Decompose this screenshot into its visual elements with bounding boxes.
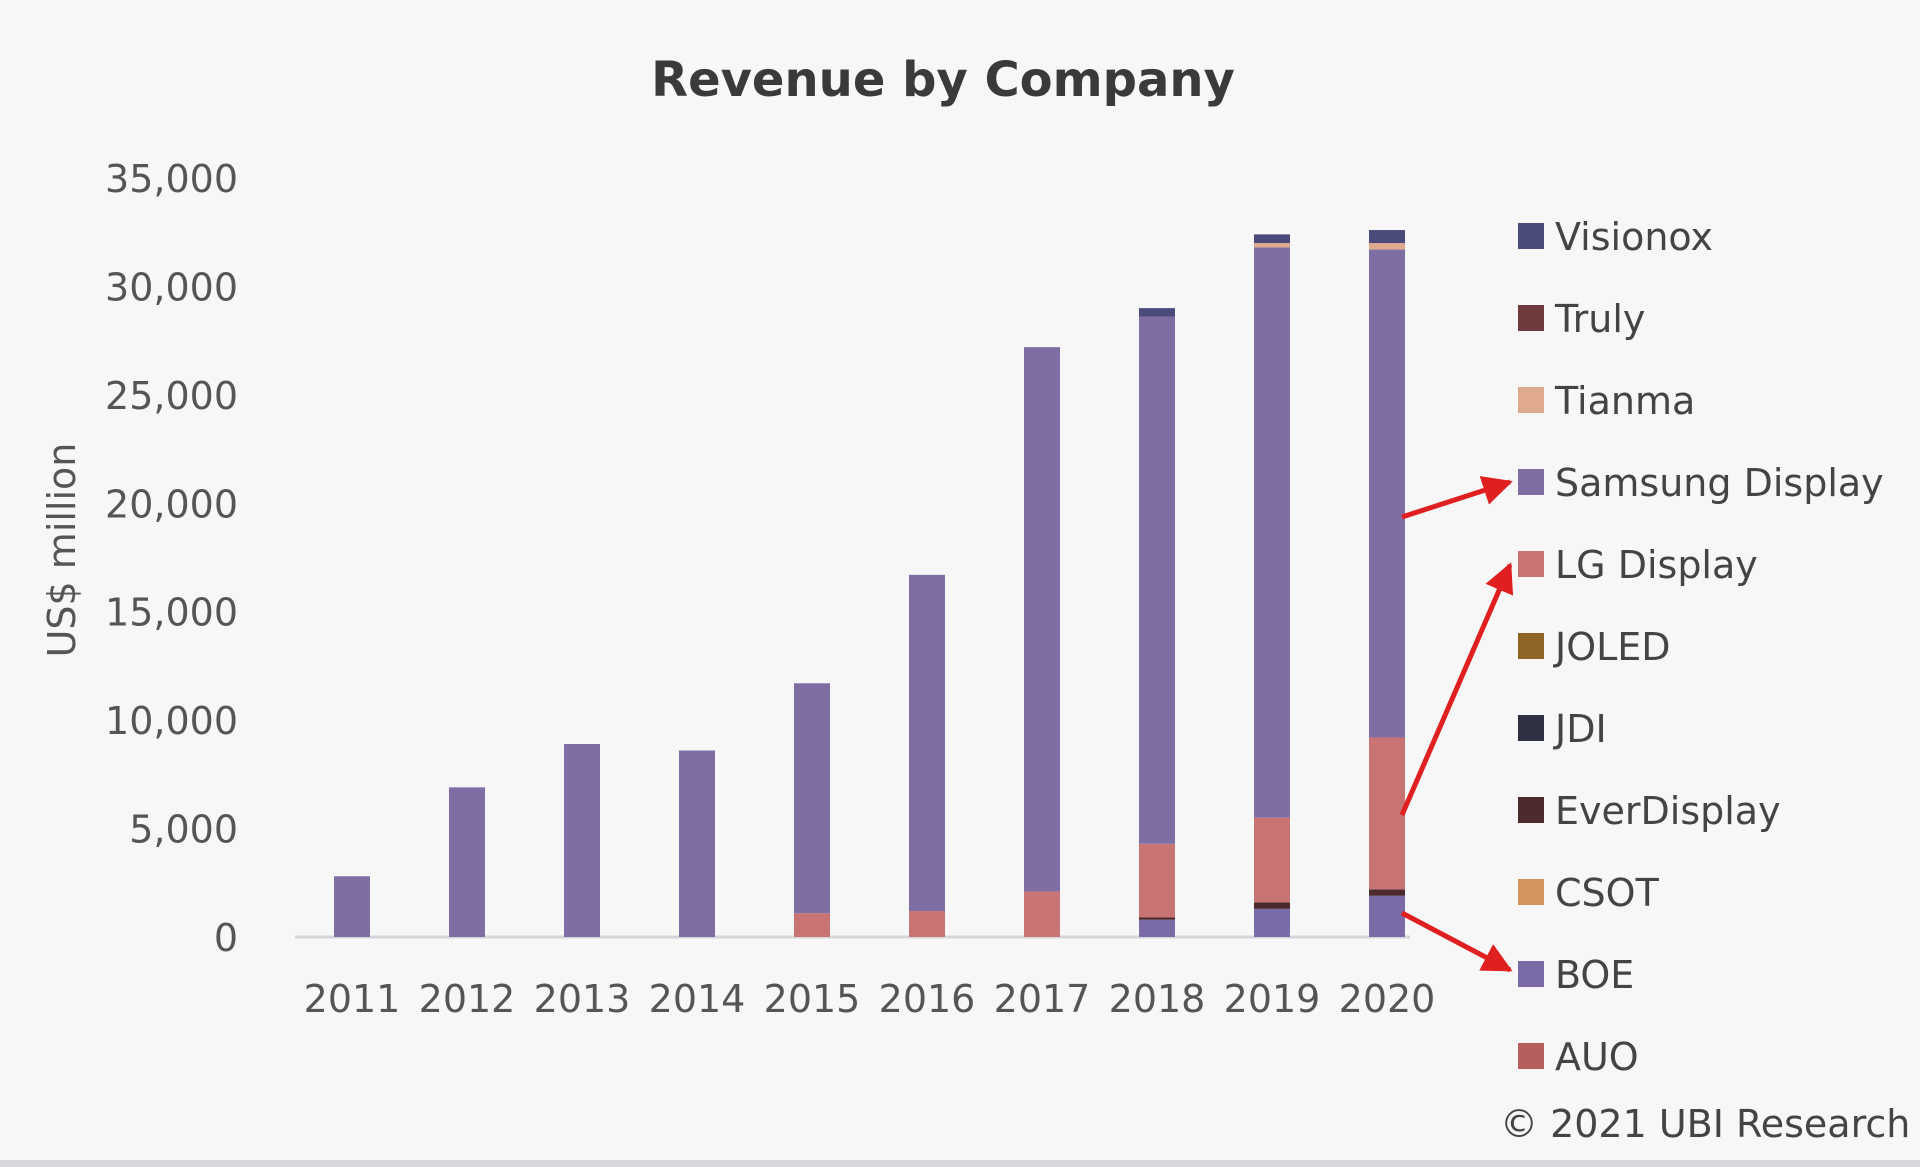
chart-title: Revenue by Company — [651, 52, 1235, 108]
bar-segment-lg-display — [1369, 737, 1405, 890]
y-tick-label: 5,000 — [129, 808, 238, 852]
legend-swatch — [1518, 715, 1544, 741]
bar-segment-visionox — [1139, 308, 1175, 317]
bar-segment-boe — [1139, 919, 1175, 937]
legend-swatch — [1518, 223, 1544, 249]
x-tick-label: 2020 — [1339, 977, 1436, 1021]
bar-segment-samsung-display — [1369, 249, 1405, 738]
x-tick-label: 2018 — [1109, 977, 1206, 1021]
bar-segment-everdisplay — [1369, 889, 1405, 896]
x-tick-label: 2017 — [994, 977, 1091, 1021]
bar-segment-visionox — [1369, 230, 1405, 244]
x-tick-label: 2011 — [304, 977, 401, 1021]
x-tick-label: 2014 — [649, 977, 746, 1021]
legend-label: Samsung Display — [1555, 461, 1884, 505]
x-tick-label: 2012 — [419, 977, 516, 1021]
y-tick-label: 10,000 — [105, 699, 238, 743]
x-tick-label: 2013 — [534, 977, 631, 1021]
bar-segment-everdisplay — [1139, 917, 1175, 920]
legend-label: JDI — [1553, 707, 1607, 751]
legend-swatch — [1518, 961, 1544, 987]
legend-label: AUO — [1555, 1035, 1639, 1079]
legend-item-samsung-display: Samsung Display — [1518, 461, 1884, 505]
x-tick-label: 2016 — [879, 977, 976, 1021]
bar-segment-visionox — [1254, 234, 1290, 244]
legend: Visionox Truly Tianma Samsung Display LG Dis… — [1518, 215, 1884, 1079]
bar-segment-tianma — [1369, 243, 1405, 250]
legend-item-boe: BOE — [1518, 953, 1634, 997]
bar-segment-lg-display — [1254, 817, 1290, 903]
legend-label: Tianma — [1554, 379, 1695, 423]
legend-label: CSOT — [1555, 871, 1660, 915]
bar-segment-samsung-display — [564, 743, 600, 937]
y-tick-label: 0 — [214, 916, 238, 960]
bar-segment-lg-display — [909, 910, 945, 937]
y-tick-label: 15,000 — [105, 591, 238, 635]
bar-segment-boe — [1254, 908, 1290, 937]
legend-swatch — [1518, 879, 1544, 905]
legend-label: Visionox — [1555, 215, 1713, 259]
copyright-note: © 2021 UBI Research — [1500, 1102, 1910, 1146]
bar-segment-samsung-display — [1254, 247, 1290, 818]
legend-item-visionox: Visionox — [1518, 215, 1713, 259]
x-tick-label: 2019 — [1224, 977, 1321, 1021]
annotation-arrows — [1399, 476, 1514, 973]
bar-segment-everdisplay — [1254, 902, 1290, 909]
legend-item-truly: Truly — [1518, 297, 1645, 341]
y-tick-label: 25,000 — [105, 374, 238, 418]
legend-item-jdi: JDI — [1518, 707, 1607, 751]
legend-swatch — [1518, 633, 1544, 659]
y-tick-label: 30,000 — [105, 265, 238, 309]
bar-segment-samsung-display — [1024, 347, 1060, 892]
legend-label: EverDisplay — [1555, 789, 1781, 833]
x-tick-label: 2015 — [764, 977, 861, 1021]
y-axis-label: US$ million — [40, 443, 84, 658]
y-tick-label: 20,000 — [105, 482, 238, 526]
arrow-lg-display — [1399, 562, 1514, 816]
legend-item-lg-display: LG Display — [1518, 543, 1758, 587]
legend-swatch — [1518, 551, 1544, 577]
bottom-divider — [0, 1160, 1920, 1167]
legend-label: Truly — [1554, 297, 1645, 341]
legend-swatch — [1518, 305, 1544, 331]
legend-swatch — [1518, 387, 1544, 413]
legend-label: BOE — [1555, 953, 1634, 997]
bar-segment-lg-display — [1139, 843, 1175, 918]
legend-swatch — [1518, 469, 1544, 495]
bar-segment-lg-display — [1024, 891, 1060, 937]
bar-segment-samsung-display — [909, 574, 945, 911]
bar-segment-samsung-display — [449, 787, 485, 937]
legend-item-everdisplay: EverDisplay — [1518, 789, 1781, 833]
bar-segment-samsung-display — [1139, 316, 1175, 844]
bar-segment-boe — [1369, 895, 1405, 937]
legend-item-tianma: Tianma — [1518, 379, 1695, 423]
y-axis-ticks: 0 5,000 10,000 15,000 20,000 25,000 30,000 35,0… — [105, 157, 238, 960]
arrow-samsung-display — [1401, 476, 1513, 520]
bar-segment-lg-display — [794, 913, 830, 937]
legend-swatch — [1518, 797, 1544, 823]
bar-segment-samsung-display — [794, 683, 830, 914]
x-axis-ticks: 2011 2012 2013 2014 2015 2016 2017 2018 2019 2020 — [304, 977, 1436, 1021]
bar-segment-tianma — [1254, 243, 1290, 248]
bar-segment-samsung-display — [334, 876, 370, 937]
legend-label: LG Display — [1555, 543, 1758, 587]
legend-item-joled: JOLED — [1518, 625, 1671, 669]
bar-stacks — [334, 230, 1405, 937]
bar-segment-samsung-display — [679, 750, 715, 937]
arrow-boe — [1400, 910, 1513, 973]
y-tick-label: 35,000 — [105, 157, 238, 201]
legend-swatch — [1518, 1043, 1544, 1069]
legend-item-auo: AUO — [1518, 1035, 1639, 1079]
legend-item-csot: CSOT — [1518, 871, 1660, 915]
legend-label: JOLED — [1553, 625, 1671, 669]
